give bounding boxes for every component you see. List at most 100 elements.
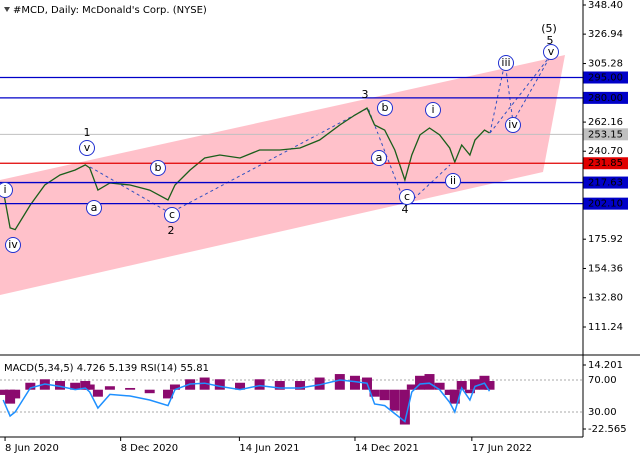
level-label: 280.00 xyxy=(588,93,623,104)
wave-label: v xyxy=(84,141,91,154)
y-tick-label: 132.80 xyxy=(588,293,623,304)
macd-bar xyxy=(424,374,435,390)
wave-circle xyxy=(399,189,415,205)
macd-bar xyxy=(406,384,417,390)
wave-label: b xyxy=(382,101,389,114)
wave-circle xyxy=(498,55,514,71)
wave-circle xyxy=(425,102,441,118)
macd-bar xyxy=(0,389,9,395)
level-box xyxy=(583,71,628,84)
wave-circle xyxy=(371,150,387,166)
y-tick-label: 240.70 xyxy=(588,146,623,157)
macd-bar xyxy=(444,389,455,395)
y-tick-label: 111.24 xyxy=(588,322,623,333)
macd-bar xyxy=(469,379,480,390)
macd-bar xyxy=(55,381,66,390)
current-price-label: 253.15 xyxy=(588,129,623,140)
indicator-title: MACD(5,34,5) 4.726 5.139 RSI(14) 55.81 xyxy=(4,363,209,374)
wave-label: c xyxy=(404,190,410,203)
y-tick-label: -22.565 xyxy=(588,424,627,435)
wave-label: iv xyxy=(508,118,518,131)
wave-circle xyxy=(445,173,461,189)
wave-label: ii xyxy=(450,174,456,187)
y-tick-label: 175.92 xyxy=(588,234,623,245)
price-channel xyxy=(0,55,565,295)
wave-label: 2 xyxy=(168,224,175,237)
y2-tick-label: 30.00 xyxy=(588,407,617,418)
level-box xyxy=(583,197,628,210)
macd-bar xyxy=(369,389,380,397)
macd-bar xyxy=(415,375,426,390)
wave-label: 4 xyxy=(402,203,409,216)
x-tick-label: 14 Dec 2021 xyxy=(355,443,419,454)
y-tick-label: 262.16 xyxy=(588,117,623,128)
wave-label: (5) xyxy=(541,22,557,35)
wave-circle xyxy=(150,160,166,176)
wave-label: 3 xyxy=(362,88,369,101)
macd-bar xyxy=(70,382,81,390)
y-tick-label: 14.201 xyxy=(588,360,623,371)
macd-bar xyxy=(334,374,345,390)
y2-tick-label: 70.00 xyxy=(588,375,617,386)
macd-bar xyxy=(125,387,136,390)
wave-label: iv xyxy=(8,238,18,251)
macd-bar xyxy=(295,381,306,390)
wave-label: a xyxy=(376,151,383,164)
x-tick-label: 14 Jun 2021 xyxy=(239,443,299,454)
macd-bar xyxy=(484,381,495,390)
macd-bar xyxy=(25,382,36,390)
wave-label: c xyxy=(169,208,175,221)
macd-bar xyxy=(456,381,467,390)
macd-bar xyxy=(349,375,360,390)
wave-circle xyxy=(543,44,559,60)
level-box xyxy=(583,91,628,104)
macd-bar xyxy=(449,389,460,404)
level-box xyxy=(583,157,628,170)
x-tick-label: 8 Jun 2020 xyxy=(5,443,59,454)
wave-circle xyxy=(5,237,21,253)
wave-circle xyxy=(505,117,521,133)
rsi-line xyxy=(2,379,491,423)
y-tick-label: 305.28 xyxy=(588,59,623,70)
level-label: 202.10 xyxy=(588,199,623,210)
y-tick-label: 348.40 xyxy=(588,0,623,11)
wave-label: iii xyxy=(501,56,510,69)
wave-circle xyxy=(86,200,102,216)
macd-bar xyxy=(434,382,445,390)
y-tick-label: 154.36 xyxy=(588,263,623,274)
macd-bar xyxy=(10,389,21,399)
macd-bar xyxy=(389,389,400,411)
symbol-icon xyxy=(4,7,10,12)
macd-bar xyxy=(92,389,103,397)
macd-bar xyxy=(235,382,246,390)
wave-label: 1 xyxy=(84,126,91,139)
macd-bar xyxy=(314,377,325,390)
macd-bar xyxy=(274,381,285,390)
wave-label: v xyxy=(548,45,555,58)
wave-label: b xyxy=(155,161,162,174)
wave-label: a xyxy=(91,201,98,214)
macd-bar xyxy=(399,389,410,425)
macd-bar xyxy=(379,389,390,401)
level-label: 231.85 xyxy=(588,158,623,169)
macd-bar xyxy=(104,386,115,390)
macd-bar xyxy=(214,379,225,390)
level-box xyxy=(583,176,628,189)
wave-circle xyxy=(377,100,393,116)
wave-label: 5 xyxy=(547,34,554,47)
x-tick-label: 8 Dec 2020 xyxy=(121,443,179,454)
wave-circle xyxy=(164,207,180,223)
wave-circle xyxy=(0,182,13,198)
macd-bar xyxy=(464,389,475,394)
chart-title: #MCD, Daily: McDonald's Corp. (NYSE) xyxy=(13,5,207,16)
current-price-box xyxy=(583,128,628,141)
wave-circle xyxy=(79,140,95,156)
price-line xyxy=(2,107,490,231)
wave-label: i xyxy=(431,103,434,116)
macd-bar xyxy=(254,379,265,390)
macd-bar xyxy=(163,389,174,399)
macd-bar xyxy=(169,384,180,390)
x-tick-label: 17 Jun 2022 xyxy=(472,443,532,454)
y-tick-label: 326.94 xyxy=(588,29,623,40)
